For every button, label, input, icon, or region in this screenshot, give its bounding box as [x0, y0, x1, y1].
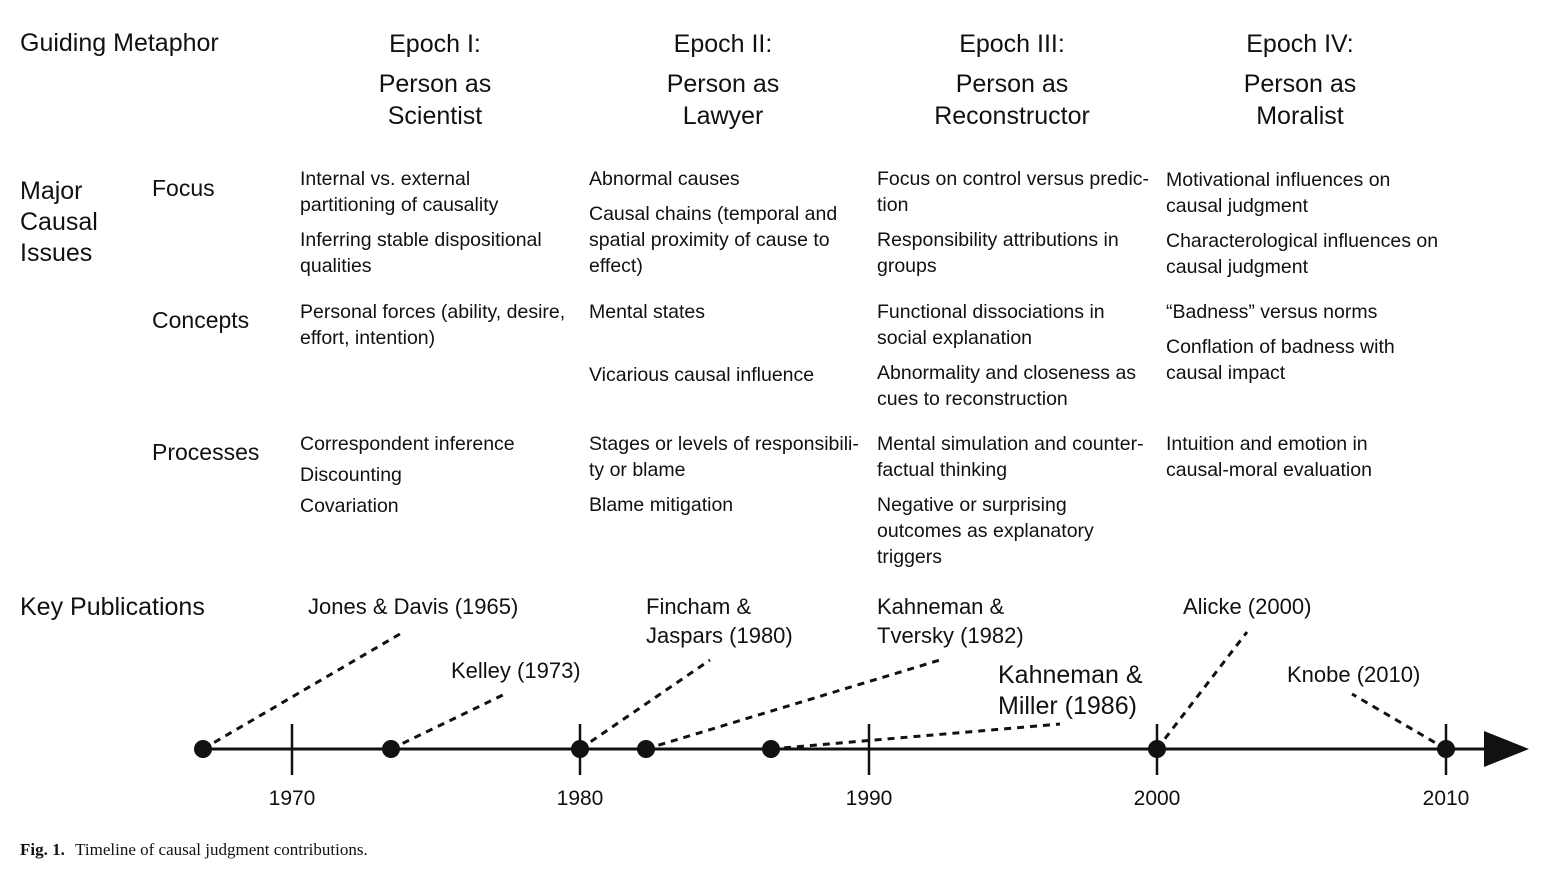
leader-fincham-jaspars: [579, 658, 711, 751]
processes-epoch-4-cell: Intuition and emotion in causal-moral ev…: [1166, 431, 1456, 483]
epoch-4-label: Epoch IV:: [1246, 30, 1354, 58]
epoch-1-label: Epoch I:: [389, 30, 481, 58]
epoch-2-metaphor-line1: Person as: [666, 70, 780, 98]
processes-epoch-3-cell: Mental simulation and counter- factual t…: [877, 431, 1162, 570]
publication-marker-1982: [637, 740, 655, 758]
concepts-epoch-1-item: Personal forces (ability, desire, effort…: [300, 301, 566, 349]
publication-label: Jones & Davis (1965): [308, 594, 519, 619]
concepts-epoch-2-cell: Mental states Vicarious causal influence: [589, 299, 869, 388]
focus-epoch-1-item: Internal vs. external partitioning of ca…: [300, 168, 499, 216]
focus-epoch-3-cell: Focus on control versus predic- tion Res…: [877, 166, 1162, 279]
focus-epoch-3-item: Focus on control versus predic- tion: [877, 168, 1150, 216]
processes-epoch-2-item: Blame mitigation: [589, 494, 734, 516]
tick-label-1990: 1990: [845, 787, 893, 810]
processes-epoch-1-item: Covariation: [300, 495, 399, 517]
publication-label: Kelley (1973): [451, 658, 581, 683]
focus-epoch-2-cell: Abnormal causes Causal chains (temporal …: [589, 166, 869, 279]
processes-epoch-1-cell: Correspondent inference Discounting Cova…: [300, 431, 580, 519]
figure-caption: Fig. 1. Timeline of causal judgment cont…: [20, 840, 368, 860]
row-label-concepts: Concepts: [152, 307, 250, 333]
epoch-3-header: Epoch III: Person as Reconstructor: [882, 28, 1142, 132]
concepts-epoch-1-cell: Personal forces (ability, desire, effort…: [300, 299, 580, 351]
figure-caption-text: Timeline of causal judgment contribution…: [75, 840, 368, 859]
timeline-arrowhead: [1484, 731, 1529, 767]
publication-marker-1973: [382, 740, 400, 758]
concepts-epoch-3-item: Functional dissociations in social expla…: [877, 301, 1105, 349]
guiding-metaphor-label: Guiding Metaphor: [20, 29, 219, 57]
epoch-2-label: Epoch II:: [673, 30, 773, 58]
figure-caption-label: Fig. 1.: [20, 840, 65, 859]
epoch-3-label: Epoch III:: [959, 30, 1065, 58]
focus-epoch-2-item: Causal chains (temporal and spatial prox…: [589, 203, 838, 277]
leader-kelley: [390, 692, 506, 751]
leader-jones-davis: [202, 629, 406, 751]
publication-marker-1965: [194, 740, 212, 758]
focus-epoch-2-item: Abnormal causes: [589, 168, 740, 190]
publication-label: Knobe (2010): [1287, 662, 1421, 687]
epoch-1-metaphor-line1: Person as: [378, 70, 492, 98]
processes-epoch-1-item: Correspondent inference: [300, 433, 515, 455]
concepts-epoch-2-item: Vicarious causal influence: [589, 364, 815, 386]
publication-marker-1980: [571, 740, 589, 758]
tick-label-2000: 2000: [1133, 787, 1181, 810]
processes-epoch-3-item: Negative or surprising outcomes as expla…: [877, 494, 1094, 568]
concepts-epoch-3-cell: Functional dissociations in social expla…: [877, 299, 1162, 412]
epoch-4-metaphor-line1: Person as: [1243, 70, 1357, 98]
focus-epoch-4-item: Characterological influences on causal j…: [1166, 230, 1439, 278]
focus-epoch-3-item: Responsibility attributions in groups: [877, 229, 1119, 277]
row-label-processes: Processes: [152, 439, 260, 465]
publication-marker-2000: [1148, 740, 1166, 758]
publication-label: Alicke (2000): [1183, 594, 1312, 619]
publication-label: Fincham & Jaspars (1980): [646, 594, 793, 648]
leader-knobe: [1351, 692, 1447, 751]
concepts-epoch-3-item: Abnormality and closeness as cues to rec…: [877, 362, 1137, 410]
focus-epoch-1-item: Inferring stable dispositional qualities: [300, 229, 542, 277]
concepts-epoch-4-item: “Badness” versus norms: [1166, 301, 1378, 323]
epoch-2-header: Epoch II: Person as Lawyer: [593, 28, 853, 132]
concepts-epoch-2-item: Mental states: [589, 301, 705, 323]
leader-kahneman-miller: [770, 722, 1061, 751]
focus-epoch-4-item: Motivational influences on causal judgme…: [1166, 169, 1391, 217]
epoch-3-metaphor-line2: Reconstructor: [934, 102, 1090, 130]
epoch-1-header: Epoch I: Person as Scientist: [305, 28, 565, 132]
tick-label-1980: 1980: [556, 787, 604, 810]
key-publications-label: Key Publications: [20, 593, 205, 621]
processes-epoch-4-item: Intuition and emotion in causal-moral ev…: [1166, 433, 1372, 481]
tick-label-1970: 1970: [268, 787, 316, 810]
processes-epoch-2-cell: Stages or levels of responsibili- ty or …: [589, 431, 869, 518]
leader-alicke: [1155, 631, 1249, 750]
epoch-2-metaphor-line2: Lawyer: [682, 102, 764, 130]
epoch-4-header: Epoch IV: Person as Moralist: [1170, 28, 1430, 132]
processes-epoch-3-item: Mental simulation and counter- factual t…: [877, 433, 1144, 481]
publication-label: Kahneman & Tversky (1982): [877, 594, 1024, 648]
epoch-3-metaphor-line1: Person as: [955, 70, 1069, 98]
major-causal-issues-label: Major Causal Issues: [20, 177, 98, 267]
focus-epoch-4-cell: Motivational influences on causal judgme…: [1166, 167, 1456, 280]
concepts-epoch-4-item: Conflation of badness with causal impact: [1166, 336, 1395, 384]
publication-marker-1986: [762, 740, 780, 758]
publication-label: Kahneman & Miller (1986): [998, 661, 1143, 720]
tick-label-2010: 2010: [1422, 787, 1470, 810]
epoch-1-metaphor-line2: Scientist: [387, 102, 483, 130]
epoch-4-metaphor-line2: Moralist: [1256, 102, 1344, 130]
row-label-focus: Focus: [152, 175, 215, 201]
publication-marker-2010: [1437, 740, 1455, 758]
processes-epoch-1-item: Discounting: [300, 464, 402, 486]
concepts-epoch-4-cell: “Badness” versus norms Conflation of bad…: [1166, 299, 1456, 386]
focus-epoch-1-cell: Internal vs. external partitioning of ca…: [300, 166, 580, 279]
processes-epoch-2-item: Stages or levels of responsibili- ty or …: [589, 433, 859, 481]
